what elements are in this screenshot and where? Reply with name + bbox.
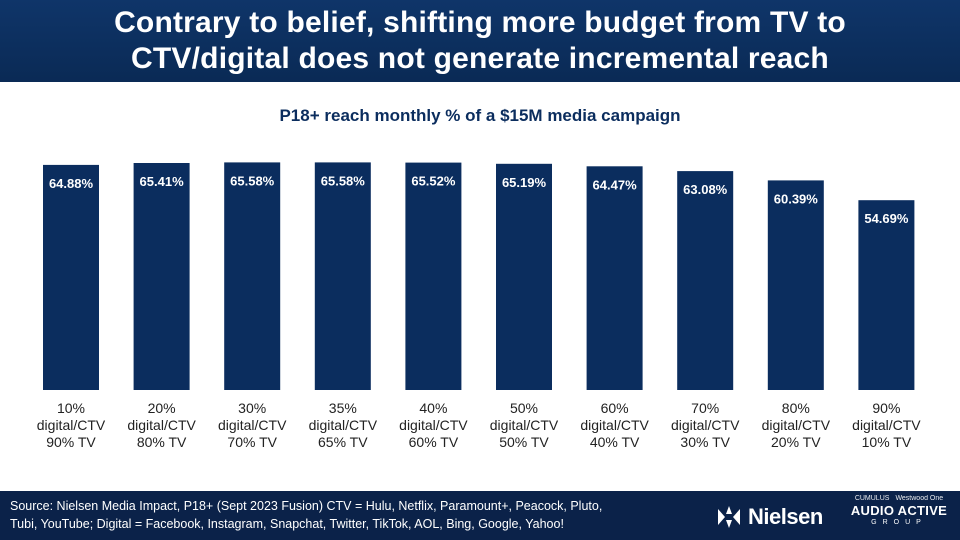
audio-active-group-logo: CUMULUS Westwood One AUDIO ACTIVE GROUP — [844, 495, 954, 526]
category-label-5-line-1: 40% — [419, 400, 447, 416]
category-label-4-line-1: 35% — [329, 400, 357, 416]
category-label-5-line-3: 60% TV — [409, 434, 459, 450]
data-label-8: 63.08% — [683, 182, 728, 197]
bar-1 — [43, 164, 99, 390]
data-label-6: 65.19% — [502, 175, 547, 190]
category-label-8-line-1: 70% — [691, 400, 719, 416]
category-label-1-line-2: digital/CTV — [37, 417, 106, 433]
category-label-10-line-3: 10% TV — [862, 434, 912, 450]
westwood-one-logo-text: Westwood One — [895, 495, 944, 502]
bar-8 — [677, 171, 734, 390]
bar-9 — [767, 180, 824, 390]
category-label-9-line-2: digital/CTV — [762, 417, 831, 433]
bar-2 — [133, 163, 190, 390]
category-label-4-line-2: digital/CTV — [309, 417, 378, 433]
category-label-6-line-3: 50% TV — [499, 434, 549, 450]
category-label-4-line-3: 65% TV — [318, 434, 368, 450]
category-label-2-line-2: digital/CTV — [127, 417, 196, 433]
category-label-7-line-2: digital/CTV — [580, 417, 649, 433]
category-label-10-line-1: 90% — [872, 400, 900, 416]
nielsen-mark-icon — [718, 506, 740, 528]
bar-7 — [586, 166, 643, 390]
category-label-9-line-3: 20% TV — [771, 434, 821, 450]
bar-6 — [496, 163, 552, 390]
bar-4 — [314, 162, 371, 390]
bar-10 — [858, 200, 915, 390]
data-label-7: 64.47% — [593, 177, 638, 192]
data-label-4: 65.58% — [321, 173, 366, 188]
source-line-2: Tubi, YouTube; Digital = Facebook, Insta… — [10, 517, 564, 531]
category-label-1-line-1: 10% — [57, 400, 85, 416]
source-line-1: Source: Nielsen Media Impact, P18+ (Sept… — [10, 499, 603, 513]
category-label-1-line-3: 90% TV — [46, 434, 96, 450]
category-label-9-line-1: 80% — [782, 400, 810, 416]
category-label-3-line-2: digital/CTV — [218, 417, 287, 433]
bar-5 — [405, 162, 462, 390]
data-label-10: 54.69% — [864, 211, 909, 226]
chart-title: P18+ reach monthly % of a $15M media cam… — [279, 106, 681, 125]
category-label-7-line-3: 40% TV — [590, 434, 640, 450]
bar-3 — [224, 162, 281, 390]
data-label-1: 64.88% — [49, 176, 94, 191]
category-label-3-line-1: 30% — [238, 400, 266, 416]
group-logo-text: GROUP — [871, 519, 927, 526]
source-note: Source: Nielsen Media Impact, P18+ (Sept… — [10, 497, 700, 533]
category-label-7-line-1: 60% — [601, 400, 629, 416]
nielsen-logo: Nielsen — [716, 504, 823, 530]
page-title-line-1: Contrary to belief, shifting more budget… — [114, 6, 846, 39]
category-label-6-line-1: 50% — [510, 400, 538, 416]
category-label-10-line-2: digital/CTV — [852, 417, 921, 433]
footer: Source: Nielsen Media Impact, P18+ (Sept… — [0, 491, 960, 540]
audio-active-logo-text: AUDIO ACTIVE — [850, 503, 948, 518]
data-label-3: 65.58% — [230, 173, 275, 188]
category-label-2-line-1: 20% — [148, 400, 176, 416]
title-banner: Contrary to belief, shifting more budget… — [0, 0, 960, 82]
category-label-2-line-3: 80% TV — [137, 434, 187, 450]
category-label-5-line-2: digital/CTV — [399, 417, 468, 433]
data-label-5: 65.52% — [411, 174, 456, 189]
category-label-6-line-2: digital/CTV — [490, 417, 559, 433]
page-title-line-2: CTV/digital does not generate incrementa… — [131, 42, 829, 75]
category-label-8-line-2: digital/CTV — [671, 417, 740, 433]
data-label-9: 60.39% — [774, 191, 819, 206]
data-label-2: 65.41% — [140, 174, 185, 189]
nielsen-logo-text: Nielsen — [748, 504, 823, 529]
category-label-3-line-3: 70% TV — [227, 434, 277, 450]
category-label-8-line-3: 30% TV — [680, 434, 730, 450]
cumulus-logo-text: CUMULUS — [854, 495, 890, 502]
